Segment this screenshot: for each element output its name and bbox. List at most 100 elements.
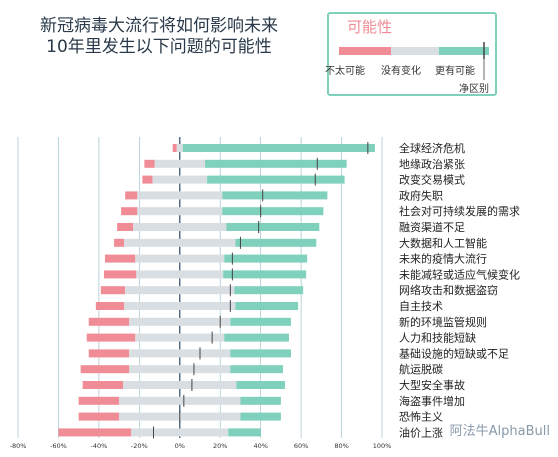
category-label: 新的环境监管规则: [399, 315, 487, 329]
bar-more: [205, 159, 347, 168]
x-tick-label: -60%: [50, 442, 67, 450]
category-label: 油价上涨: [399, 425, 443, 439]
bar-more: [224, 333, 289, 342]
x-tick-label: 40%: [253, 442, 267, 450]
bar-less: [78, 396, 120, 405]
category-label: 社会对可持续发展的需求: [399, 204, 520, 218]
category-label: 海盗事件增加: [399, 394, 465, 408]
bar-nochange: [119, 396, 241, 405]
legend-label-nochange: 没有变化: [381, 66, 421, 77]
bar-more: [182, 144, 375, 152]
bar-more: [230, 349, 291, 358]
category-label: 大型安全事故: [399, 378, 465, 392]
x-tick-label: -20%: [131, 442, 148, 450]
legend-swatches: [339, 42, 489, 80]
bar-more: [223, 270, 307, 279]
legend-swatch-nochange: [391, 47, 439, 55]
legend: 可能性 不太可能 没有变化 更有可能 净区别: [325, 12, 497, 96]
title-line-2: 10年里发生以下问题的可能性: [46, 37, 272, 57]
bar-nochange: [176, 144, 183, 152]
category-label: 网络攻击和数据盗窃: [399, 283, 498, 297]
bar-nochange: [135, 333, 225, 342]
category-label: 基础设施的短缺或不足: [399, 346, 509, 360]
bar-more: [230, 317, 291, 326]
bar-less: [88, 317, 130, 326]
category-label: 恐怖主义: [399, 410, 443, 424]
bar-nochange: [135, 254, 225, 263]
chart-bars: [58, 142, 375, 439]
bar-nochange: [133, 223, 227, 231]
bar-less: [103, 270, 137, 279]
bar-more: [207, 175, 345, 184]
category-label: 未来的疫情大流行: [399, 252, 487, 266]
legend-label-net: 净区别: [459, 84, 489, 95]
x-tick-label: -80%: [10, 442, 27, 450]
chart-tick-labels: -80% -60% -40% -20% 0% 20% 40% 60% 80% 100%: [10, 442, 392, 450]
x-tick-label: 80%: [334, 442, 348, 450]
bar-less: [58, 428, 132, 437]
bar-nochange: [124, 302, 236, 310]
bar-nochange: [131, 428, 229, 437]
bar-more: [235, 302, 299, 310]
watermark-text: 阿法牛AlphaBull: [449, 424, 550, 439]
x-tick-label: -40%: [90, 442, 107, 450]
bar-more: [240, 412, 281, 421]
bar-nochange: [136, 270, 224, 279]
category-label: 未能减轻或适应气候变化: [399, 267, 520, 281]
category-label: 大数据和人工智能: [399, 236, 487, 250]
category-label: 地缘政治紧张: [399, 157, 465, 171]
category-label: 改变交易模式: [399, 173, 465, 187]
bar-nochange: [129, 317, 231, 326]
legend-title: 可能性: [347, 18, 393, 36]
category-label: 航运脱碳: [399, 362, 443, 376]
bar-less: [172, 144, 177, 152]
x-tick-label: 60%: [294, 442, 308, 450]
legend-label-less: 不太可能: [325, 66, 365, 77]
bar-less: [142, 175, 153, 184]
bar-less: [100, 286, 126, 295]
bar-nochange: [125, 286, 235, 295]
bar-more: [236, 381, 285, 389]
category-label: 政府失职: [399, 188, 443, 202]
legend-swatch-more: [439, 47, 489, 55]
bar-less: [144, 159, 155, 168]
bar-nochange: [124, 238, 236, 247]
chart-category-labels: 全球经济危机地缘政治紧张改变交易模式政府失职社会对可持续发展的需求融资渠道不足大…: [399, 141, 520, 439]
category-label: 全球经济危机: [399, 141, 465, 155]
bar-less: [117, 223, 134, 231]
bar-less: [121, 207, 138, 216]
bar-less: [86, 333, 136, 342]
bar-nochange: [123, 381, 237, 389]
bar-more: [228, 428, 261, 437]
category-label: 融资渠道不足: [399, 220, 465, 234]
bar-less: [95, 302, 125, 310]
bar-less: [82, 381, 124, 389]
x-tick-label: 20%: [213, 442, 227, 450]
x-tick-label: 100%: [373, 442, 392, 450]
bar-less: [125, 191, 138, 200]
category-label: 自主技术: [399, 300, 443, 313]
bar-less: [80, 365, 130, 374]
legend-swatch-less: [339, 47, 391, 55]
bar-less: [88, 349, 130, 358]
bar-more: [222, 191, 328, 200]
bar-more: [234, 286, 304, 295]
legend-label-more: 更有可能: [435, 66, 475, 77]
bar-more: [224, 254, 308, 263]
bar-nochange: [154, 159, 206, 168]
bar-more: [240, 396, 281, 405]
bar-less: [114, 238, 125, 247]
bar-nochange: [129, 349, 231, 358]
bar-more: [230, 365, 283, 374]
bar-more: [222, 207, 324, 216]
bar-more: [235, 238, 317, 247]
bar-nochange: [152, 175, 208, 184]
category-label: 人力和技能短缺: [399, 331, 476, 345]
x-tick-label: 0%: [175, 442, 185, 450]
bar-nochange: [129, 365, 231, 374]
bar-nochange: [137, 191, 223, 200]
bar-less: [78, 412, 120, 421]
chart-title: 新冠病毒大流行将如何影响未来 10年里发生以下问题的可能性: [14, 16, 304, 58]
title-line-1: 新冠病毒大流行将如何影响未来: [40, 16, 278, 36]
